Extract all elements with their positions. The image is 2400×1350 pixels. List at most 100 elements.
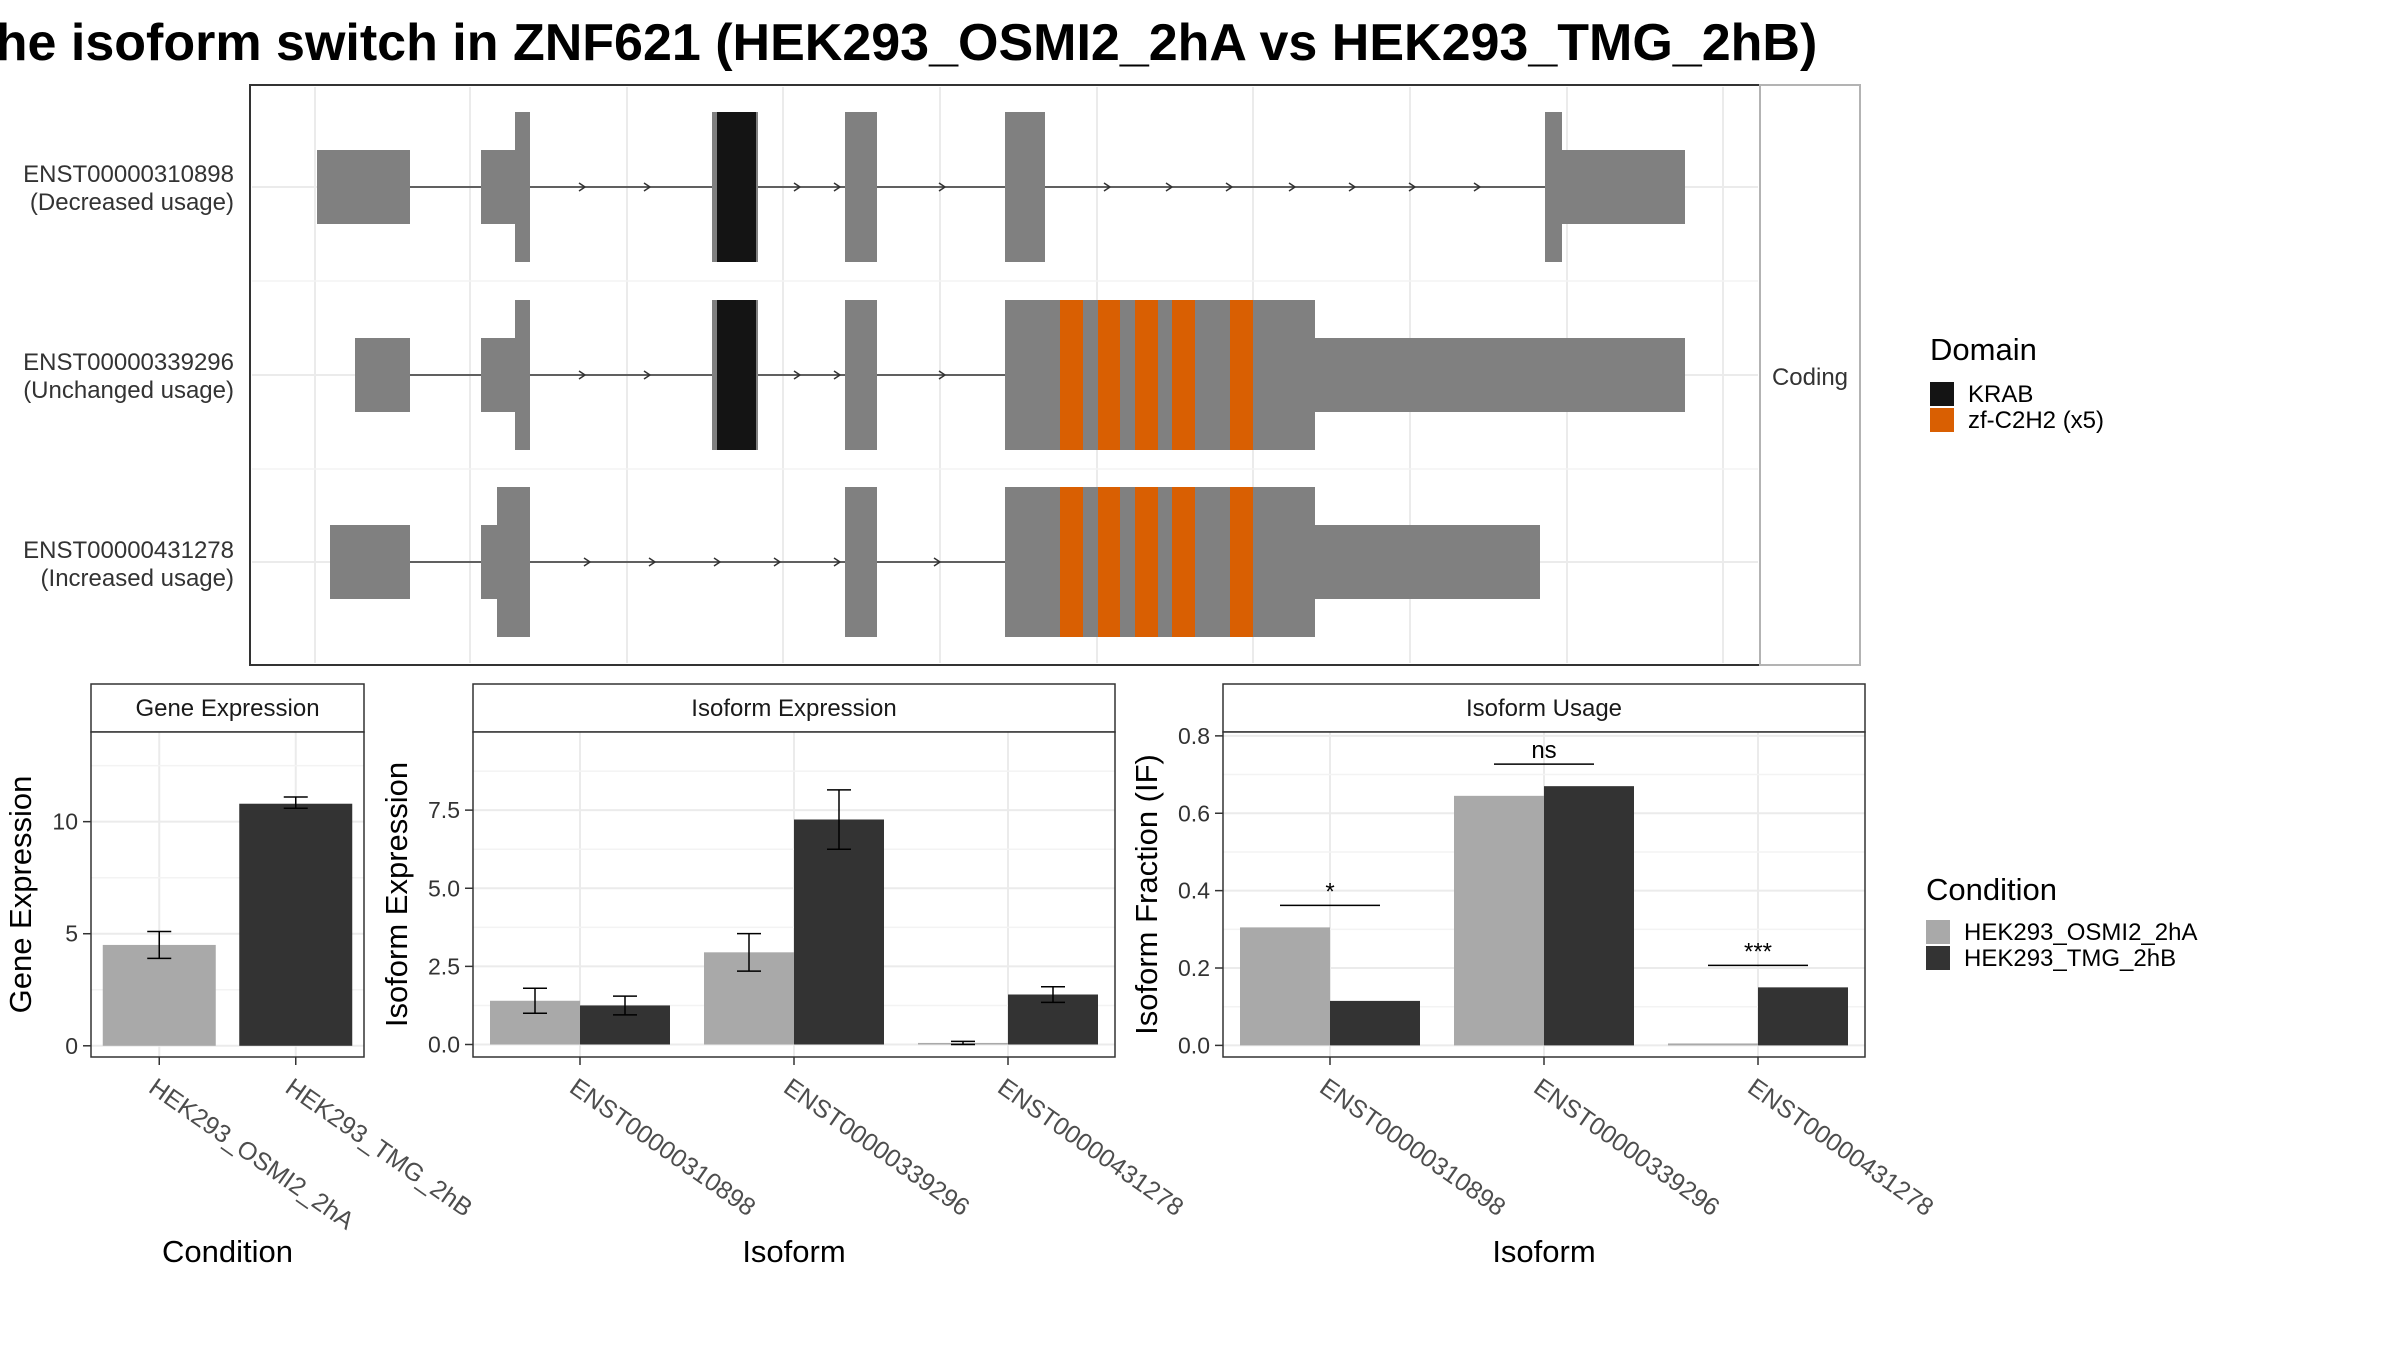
intron-arrow-1 (648, 557, 657, 567)
significance-label-0: * (1325, 878, 1334, 905)
structure-tracks (317, 112, 1685, 637)
coding-strip (1759, 84, 1861, 666)
errorbar-HEK293_TMG_2hB (283, 796, 308, 809)
condition-legend-title: Condition (1926, 872, 2057, 907)
utr-exon-2 (1310, 525, 1540, 599)
intron-arrow-3 (833, 370, 842, 380)
intron-arrow-4 (938, 182, 947, 192)
zf-c2h2-domain-3 (1172, 487, 1195, 637)
intron-arrow-3 (833, 182, 842, 192)
intron-arrow-6 (1103, 182, 1112, 192)
coding-exon-3 (1005, 112, 1045, 262)
intron-arrow-10 (1348, 182, 1357, 192)
panel-strip-label: Gene Expression (135, 695, 319, 722)
zf-c2h2-domain-4 (1230, 300, 1253, 450)
transcript-track-2 (355, 300, 1685, 450)
coding-exon-0 (515, 300, 530, 450)
panel-strip (1222, 683, 1866, 733)
x-axis-title: Isoform (1492, 1234, 1595, 1269)
intron-arrow-8 (1225, 182, 1234, 192)
legend-label-krab: KRAB (1968, 381, 2033, 408)
utr-exon-0 (330, 525, 410, 599)
transcript-label-1: ENST00000310898 (23, 161, 234, 188)
utr-exon-2 (1310, 338, 1685, 412)
transcript-structure-panel: Coding ENST00000310898 (Decreased usage)… (23, 84, 1861, 666)
intron-arrow-11 (1408, 182, 1417, 192)
panel-strip (90, 683, 365, 733)
zf-c2h2-domain-1 (1098, 300, 1120, 450)
coding-exon-4 (1545, 112, 1562, 262)
y-axis-title: Isoform Fraction (IF) (1129, 754, 1164, 1035)
coding-exon-3 (1005, 300, 1315, 450)
intron-arrow-5 (933, 557, 942, 567)
intron-arrow-2 (793, 182, 802, 192)
transcript-track-3 (330, 487, 1540, 637)
x-axis-title: Condition (162, 1234, 293, 1269)
ytick-label-4: 0.8 (1178, 723, 1210, 749)
bar-ENST00000339296-series-2 (794, 819, 884, 1045)
transcript-usage-1: (Decreased usage) (30, 189, 234, 216)
bar-HEK293_TMG_2hB (239, 803, 353, 1046)
xtick-label-2: ENST00000431278 (993, 1073, 1189, 1222)
utr-exon-1 (1547, 150, 1685, 224)
errorbar-ENST00000431278-series-1 (951, 1040, 975, 1046)
transcript-label-2: ENST00000339296 (23, 349, 234, 376)
significance-label-2: *** (1744, 938, 1772, 965)
errorbar-ENST00000310898-series-2 (613, 995, 637, 1016)
intron-arrow-7 (1165, 182, 1174, 192)
bar-ENST00000310898-series-1 (1240, 927, 1330, 1046)
bar-ENST00000431278-series-2 (1758, 987, 1848, 1046)
legend-swatch-tmg (1926, 946, 1950, 970)
intron-arrow-0 (578, 370, 587, 380)
bar-ENST00000310898-series-2 (1330, 1000, 1420, 1046)
intron-arrow-4 (938, 370, 947, 380)
ytick-label-2: 5.0 (428, 875, 460, 901)
krab-domain-0 (717, 112, 756, 262)
coding-exon-2 (1005, 487, 1315, 637)
intron-arrow-0 (578, 182, 587, 192)
y-axis-title: Gene Expression (3, 776, 38, 1014)
errorbar-ENST00000431278-series-2 (1041, 985, 1065, 1004)
zf-c2h2-domain-1 (1098, 487, 1120, 637)
condition-legend: Condition HEK293_OSMI2_2hA HEK293_TMG_2h… (1926, 872, 2197, 972)
legend-swatch-krab (1930, 382, 1954, 406)
utr-exon-1 (481, 338, 515, 412)
transcript-usage-3: (Increased usage) (41, 565, 234, 592)
transcript-usage-2: (Unchanged usage) (23, 377, 234, 404)
ytick-label-0: 0.0 (1178, 1032, 1210, 1058)
zf-c2h2-domain-2 (1135, 300, 1158, 450)
legend-swatch-osmi2 (1926, 920, 1950, 944)
bar-HEK293_OSMI2_2hA (102, 944, 216, 1046)
zf-c2h2-domain-3 (1172, 300, 1195, 450)
isoform-expression-panel: Isoform Expression 0.0 2.5 5.0 7.5 ENST000003… (379, 683, 1189, 1269)
coding-exon-0 (497, 487, 530, 637)
coding-exon-1 (845, 487, 877, 637)
legend-label-zf-c2h2: zf-C2H2 (x5) (1968, 407, 2104, 434)
xtick-label-0: ENST00000310898 (1315, 1073, 1511, 1222)
ytick-label-2: 0.4 (1178, 878, 1210, 904)
ytick-label-2: 10 (52, 809, 78, 835)
zf-c2h2-domain-4 (1230, 487, 1253, 637)
errorbar-ENST00000339296-series-2 (827, 789, 851, 850)
transcript-track-1 (317, 112, 1685, 262)
panel-border (90, 731, 365, 1058)
ytick-label-0: 0.0 (428, 1032, 460, 1058)
transcript-label-3: ENST00000431278 (23, 537, 234, 564)
x-axis-title: Isoform (742, 1234, 845, 1269)
ytick-label-3: 0.6 (1178, 800, 1210, 826)
errorbar-ENST00000339296-series-1 (737, 932, 761, 972)
panel-strip-label: Isoform Usage (1466, 695, 1622, 722)
significance-label-1: ns (1531, 737, 1556, 764)
intron-arrow-4 (833, 557, 842, 567)
intron-arrow-0 (583, 557, 592, 567)
ytick-label-1: 2.5 (428, 953, 460, 979)
figure-title: The isoform switch in ZNF621 (HEK293_OSM… (0, 14, 1817, 72)
coding-exon-2 (845, 112, 877, 262)
bar-ENST00000431278-series-1 (1668, 1043, 1758, 1046)
coding-exon-0 (515, 112, 530, 262)
legend-label-osmi2: HEK293_OSMI2_2hA (1964, 919, 2197, 946)
zf-c2h2-domain-0 (1060, 300, 1083, 450)
intron-arrow-2 (793, 370, 802, 380)
ytick-label-0: 0 (65, 1033, 78, 1059)
zf-c2h2-domain-0 (1060, 487, 1083, 637)
